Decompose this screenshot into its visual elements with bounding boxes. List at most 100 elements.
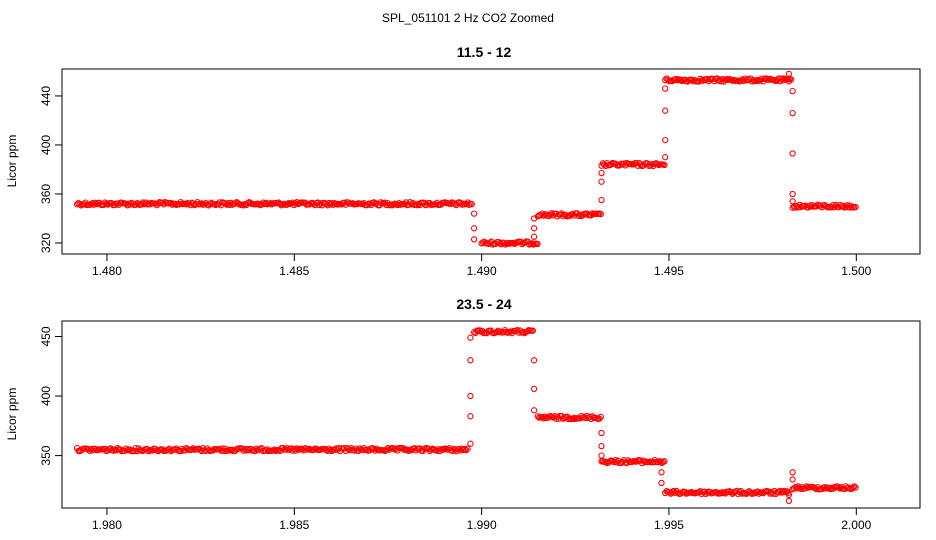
y-tick-label: 400 <box>39 386 53 406</box>
data-point <box>363 446 370 453</box>
x-tick-label: 1.490 <box>467 264 497 278</box>
transition-point <box>530 407 538 414</box>
x-tick-label: 2.000 <box>841 518 871 532</box>
panel-bottom-plot-frame <box>61 320 921 509</box>
data-point <box>327 446 334 454</box>
y-tick-label: 450 <box>39 326 53 346</box>
data-point <box>534 413 541 420</box>
data-point <box>677 76 684 84</box>
panel-bottom-series <box>73 327 859 505</box>
transition-point <box>785 497 793 505</box>
data-point <box>328 199 335 207</box>
figure-title: SPL_051101 2 Hz CO2 Zoomed <box>382 11 554 25</box>
data-point <box>575 212 582 220</box>
transition-point <box>789 190 796 198</box>
transition-point <box>467 334 474 341</box>
data-point <box>390 201 397 208</box>
transition-point <box>598 178 605 185</box>
data-point <box>383 446 390 453</box>
data-point <box>465 201 473 208</box>
data-point <box>457 199 464 207</box>
data-point <box>821 483 828 491</box>
data-point <box>852 484 859 491</box>
data-point <box>401 200 408 208</box>
data-point <box>849 484 856 492</box>
transition-point <box>598 196 605 204</box>
transition-point <box>598 429 605 437</box>
transition-point <box>467 392 474 400</box>
data-point <box>345 445 352 453</box>
panel-top: 11.5 - 12 Licor ppm 1.480 1.485 1.490 1.495… <box>5 44 921 278</box>
y-tick-label: 320 <box>39 233 53 253</box>
data-point <box>783 488 791 495</box>
transition-point <box>789 109 796 117</box>
data-point <box>837 485 844 492</box>
data-point <box>377 199 384 206</box>
data-point <box>283 201 291 208</box>
panel-top-plot-frame <box>61 68 921 255</box>
transition-point <box>789 469 796 476</box>
x-tick-label: 1.985 <box>279 518 309 532</box>
panel-top-y-axis-label: Licor ppm <box>5 135 19 188</box>
data-point <box>851 483 858 490</box>
data-point <box>674 489 681 496</box>
data-point <box>145 447 152 455</box>
data-point <box>268 201 275 208</box>
x-tick-label: 1.995 <box>654 518 684 532</box>
transition-point <box>785 70 793 78</box>
panel-top-x-axis: 1.480 1.485 1.490 1.495 1.500 <box>92 254 872 278</box>
data-point <box>811 484 819 492</box>
data-point <box>345 199 352 206</box>
transition-point <box>789 87 796 95</box>
transition-point <box>662 107 669 114</box>
transition-point <box>470 225 478 232</box>
y-tick-label: 350 <box>39 445 53 465</box>
x-tick-label: 1.480 <box>92 264 122 278</box>
transition-point <box>658 469 665 476</box>
panel-bottom: 23.5 - 24 Licor ppm 1.980 1.985 1.990 1.995… <box>5 296 921 532</box>
x-tick-label: 1.990 <box>467 518 497 532</box>
data-point <box>76 201 83 208</box>
transition-point <box>530 357 538 364</box>
transition-point <box>658 479 665 487</box>
data-point <box>529 327 537 334</box>
y-tick-label: 400 <box>39 135 53 155</box>
y-tick-label: 440 <box>39 86 53 106</box>
data-point <box>673 75 680 83</box>
data-point <box>468 201 475 208</box>
transition-point <box>530 385 538 393</box>
transition-point <box>662 154 669 161</box>
data-point <box>370 445 377 453</box>
data-point <box>370 199 377 206</box>
data-point <box>463 446 470 454</box>
transition-point <box>789 198 796 205</box>
data-point <box>718 490 725 497</box>
data-point <box>229 446 236 453</box>
data-point <box>310 200 317 207</box>
data-point <box>534 240 541 248</box>
transition-point <box>662 136 669 144</box>
data-point <box>748 78 756 85</box>
data-point <box>852 203 859 211</box>
panel-bottom-y-axis-label: Licor ppm <box>5 388 19 441</box>
transition-point <box>662 85 669 92</box>
data-point <box>733 487 740 495</box>
x-tick-label: 1.485 <box>279 264 309 278</box>
y-tick-label: 360 <box>39 184 53 204</box>
transition-point <box>598 452 605 459</box>
data-point <box>540 415 547 422</box>
x-tick-label: 1.495 <box>654 264 684 278</box>
data-point <box>757 77 764 84</box>
data-point <box>447 200 454 207</box>
transition-point <box>530 215 538 222</box>
data-point <box>569 210 576 218</box>
transition-point <box>789 476 796 483</box>
transition-point <box>470 210 478 217</box>
data-point <box>171 200 179 208</box>
data-point <box>271 446 278 453</box>
panel-top-y-axis: 320 360 400 440 <box>39 86 62 253</box>
data-point <box>839 202 847 210</box>
data-point <box>183 201 190 208</box>
transition-point <box>467 440 474 447</box>
data-point <box>727 488 735 496</box>
